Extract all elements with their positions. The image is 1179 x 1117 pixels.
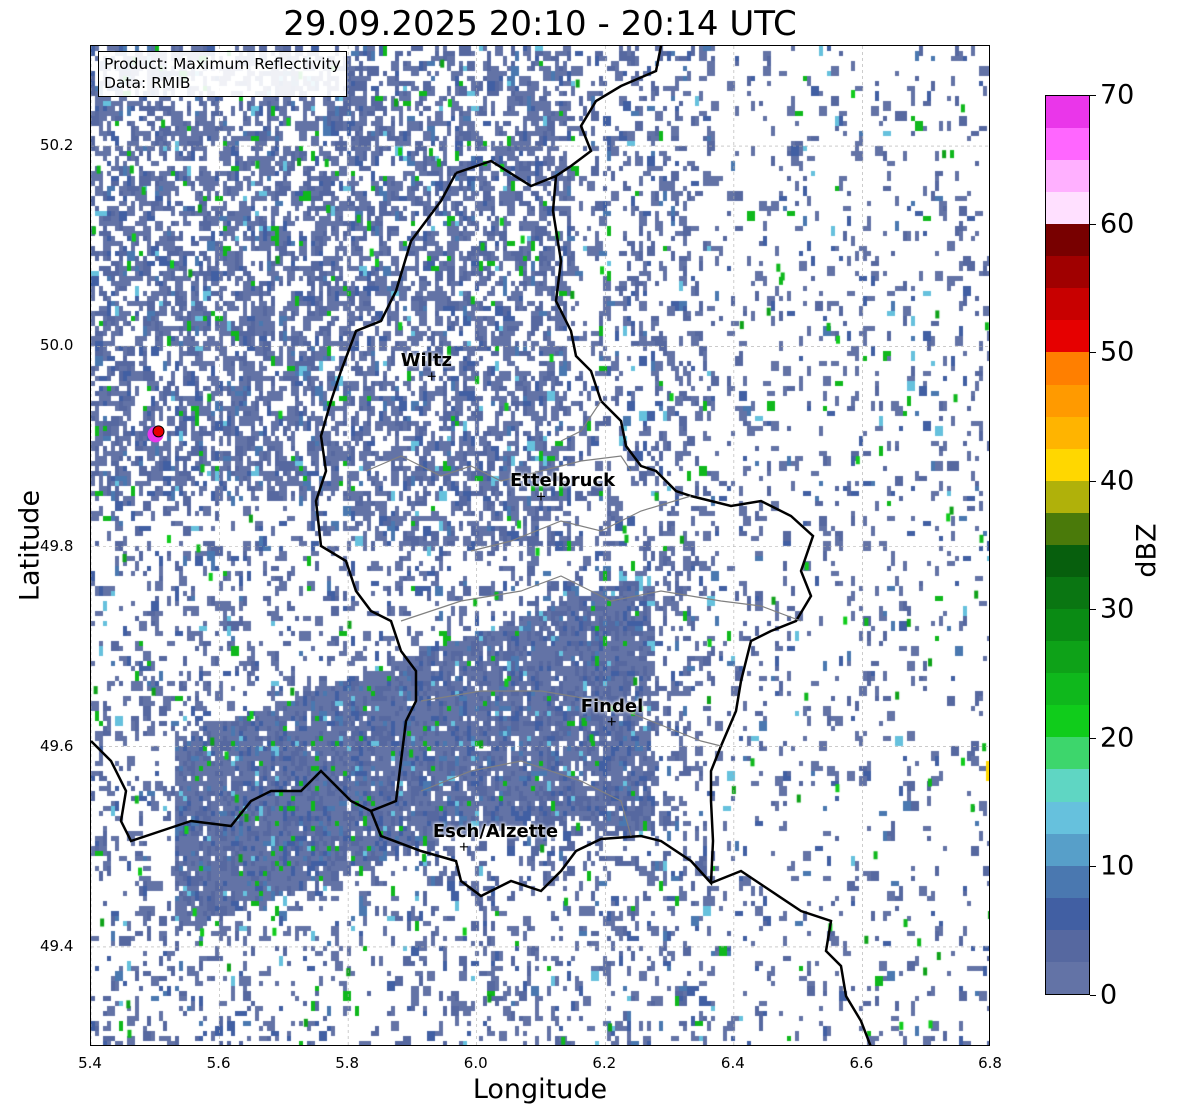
y-tick-label: 50.2 [40, 136, 74, 155]
colorbar-bin [1046, 352, 1089, 385]
colorbar-tick-label: 70 [1100, 79, 1135, 111]
colorbar [1045, 95, 1090, 995]
colorbar-tick-label: 30 [1100, 593, 1135, 625]
x-tick-label: 6.2 [592, 1054, 617, 1072]
colorbar-tick-mark [1090, 95, 1096, 96]
y-axis-label: Latitude [14, 489, 46, 602]
colorbar-bin [1046, 480, 1089, 513]
city-marker-icon [427, 372, 436, 381]
germany-france-border [710, 869, 872, 1045]
canton-border [400, 575, 802, 622]
y-tick-label: 49.8 [40, 536, 74, 555]
colorbar-bin [1046, 769, 1089, 802]
colorbar-bin [1046, 705, 1089, 738]
colorbar-bin [1046, 865, 1089, 898]
colorbar-tick-label: 10 [1100, 850, 1135, 882]
colorbar-tick-mark [1090, 480, 1096, 482]
canton-border [420, 760, 632, 837]
canton-border [420, 690, 722, 747]
colorbar-bin [1046, 224, 1089, 257]
x-tick-label: 6.8 [978, 1054, 1002, 1072]
colorbar-bin [1046, 256, 1089, 289]
product-info-box: Product: Maximum Reflectivity Data: RMIB [98, 51, 347, 97]
colorbar-bin [1046, 609, 1089, 642]
canton-border [365, 455, 632, 482]
city-label: Ettelbruck [510, 470, 616, 492]
colorbar-bin [1046, 833, 1089, 866]
x-tick-label: 5.8 [335, 1054, 360, 1072]
city-marker-icon [607, 717, 616, 726]
colorbar-label: dBZ [1131, 523, 1163, 578]
colorbar-bin [1046, 961, 1089, 994]
canton-border [560, 400, 602, 442]
colorbar-bin [1046, 512, 1089, 545]
colorbar-bin [1046, 127, 1089, 160]
city-label: Esch/Alzette [432, 820, 559, 842]
colorbar-bin [1046, 159, 1089, 193]
radar-reflectivity-layer [91, 46, 989, 1045]
colorbar-bin [1046, 801, 1089, 834]
colorbar-bin [1046, 288, 1089, 321]
city-label: Wiltz [400, 350, 452, 372]
product-label: Product: Maximum Reflectivity [104, 55, 341, 73]
map-plot-area[interactable] [90, 45, 990, 1046]
x-tick-label: 5.4 [78, 1054, 102, 1072]
colorbar-tick-mark [1090, 737, 1096, 739]
colorbar-bin [1046, 929, 1089, 962]
map-overlay [91, 46, 989, 1045]
x-tick-label: 6.6 [849, 1054, 874, 1072]
x-tick-label: 6.4 [720, 1054, 745, 1072]
colorbar-tick-mark [1090, 995, 1096, 996]
colorbar-bin [1046, 416, 1089, 449]
data-source-label: Data: RMIB [104, 74, 191, 92]
city-label: Findel [580, 695, 644, 717]
colorbar-bin [1046, 95, 1089, 128]
chart-title: 29.09.2025 20:10 - 20:14 UTC [283, 4, 797, 44]
belgium-germany-border [555, 46, 663, 178]
y-tick-label: 50.0 [40, 336, 74, 355]
colorbar-bin [1046, 320, 1089, 353]
x-tick-label: 5.6 [206, 1054, 231, 1072]
colorbar-tick-mark [1090, 609, 1096, 611]
colorbar-tick-mark [1090, 223, 1096, 225]
colorbar-bin [1046, 737, 1089, 770]
colorbar-bin [1046, 544, 1089, 577]
belgium-france-border [91, 740, 372, 843]
y-tick-label: 49.6 [40, 736, 74, 755]
city-marker-icon [459, 842, 468, 851]
canton-border [470, 495, 692, 552]
colorbar-bin [1046, 673, 1089, 706]
colorbar-bin [1046, 384, 1089, 417]
colorbar-bin [1046, 192, 1089, 225]
colorbar-bin [1046, 448, 1089, 481]
x-tick-label: 6.0 [463, 1054, 488, 1072]
colorbar-tick-label: 60 [1100, 208, 1135, 240]
colorbar-bin [1046, 576, 1089, 610]
colorbar-tick-label: 0 [1100, 979, 1118, 1011]
luxembourg-border [314, 159, 815, 898]
colorbar-tick-label: 40 [1100, 465, 1135, 497]
radar-site-marker [152, 425, 165, 438]
y-tick-label: 49.4 [40, 936, 74, 955]
city-marker-icon [537, 492, 545, 501]
colorbar-tick-label: 20 [1100, 722, 1135, 754]
x-axis-label: Longitude [472, 1074, 608, 1105]
colorbar-bin [1046, 897, 1089, 930]
colorbar-tick-mark [1090, 352, 1096, 354]
colorbar-tick-label: 50 [1100, 336, 1135, 368]
colorbar-bin [1046, 641, 1089, 674]
colorbar-tick-mark [1090, 866, 1096, 868]
